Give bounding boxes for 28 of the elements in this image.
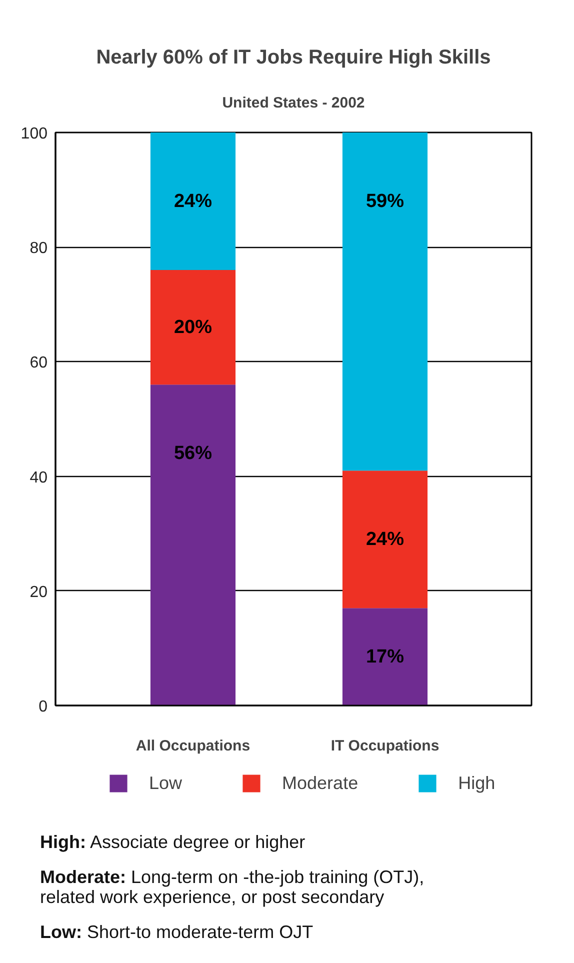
- y-tick-label: 20: [30, 584, 48, 601]
- y-tick-label: 0: [38, 698, 48, 716]
- x-tick-label: All Occupations: [136, 738, 250, 754]
- data-label: 56%: [174, 442, 212, 464]
- bar: [342, 470, 428, 608]
- data-label: 20%: [174, 316, 212, 338]
- text: High: Associate degree or higher: [40, 832, 306, 853]
- bar: [342, 132, 428, 471]
- legend-label: Low: [149, 772, 182, 794]
- chart-title: Nearly 60% of IT Jobs Require High Skills: [96, 46, 491, 68]
- data-label: 17%: [366, 646, 404, 668]
- data-label: 59%: [366, 190, 404, 212]
- chart-subtitle: United States - 2002: [222, 94, 365, 112]
- y-tick-label: 100: [20, 126, 48, 142]
- y-tick-label: 60: [30, 354, 48, 372]
- bar: [150, 384, 236, 706]
- text: Low: Short-to moderate-term OJT: [40, 922, 314, 943]
- bar: [150, 132, 236, 270]
- text: Moderate: Long-term on -the-job training (OTJ), related work experience, or post secondary: [40, 866, 426, 908]
- y-tick-label: 80: [30, 240, 48, 258]
- bar: [150, 270, 236, 385]
- legend-label: High: [458, 772, 496, 794]
- x-tick-label: IT Occupations: [330, 738, 440, 754]
- data-label: 24%: [174, 190, 212, 212]
- data-label: 24%: [366, 528, 404, 550]
- legend-label: Moderate: [282, 772, 358, 794]
- y-tick-label: 40: [30, 469, 48, 486]
- bar: [342, 608, 428, 706]
